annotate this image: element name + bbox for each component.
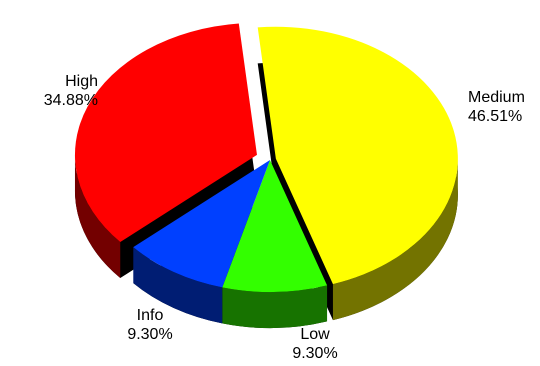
- slice-name-low: Low: [300, 326, 330, 343]
- slice-low: [222, 160, 328, 292]
- slice-side-info: [133, 247, 223, 324]
- slice-label-info: Info 9.30%: [115, 306, 185, 344]
- slice-percent-info: 9.30%: [127, 326, 173, 343]
- slice-high: [74, 23, 257, 243]
- slice-name-high: High: [65, 73, 98, 90]
- slice-label-medium: Medium 46.51%: [468, 88, 525, 126]
- slice-percent-high: 34.88%: [43, 92, 98, 109]
- slice-label-high: High 34.88%: [10, 72, 98, 110]
- slice-medium: [257, 26, 458, 285]
- slice-label-low: Low 9.30%: [280, 325, 350, 363]
- slice-name-medium: Medium: [468, 89, 525, 106]
- slice-name-info: Info: [136, 307, 164, 324]
- slice-percent-low: 9.30%: [292, 345, 338, 362]
- slice-side-high: [74, 154, 121, 279]
- slice-side-low: [222, 285, 328, 329]
- slice-info: [133, 160, 270, 288]
- slice-percent-medium: 46.51%: [468, 108, 523, 125]
- slice-side-medium: [332, 158, 458, 321]
